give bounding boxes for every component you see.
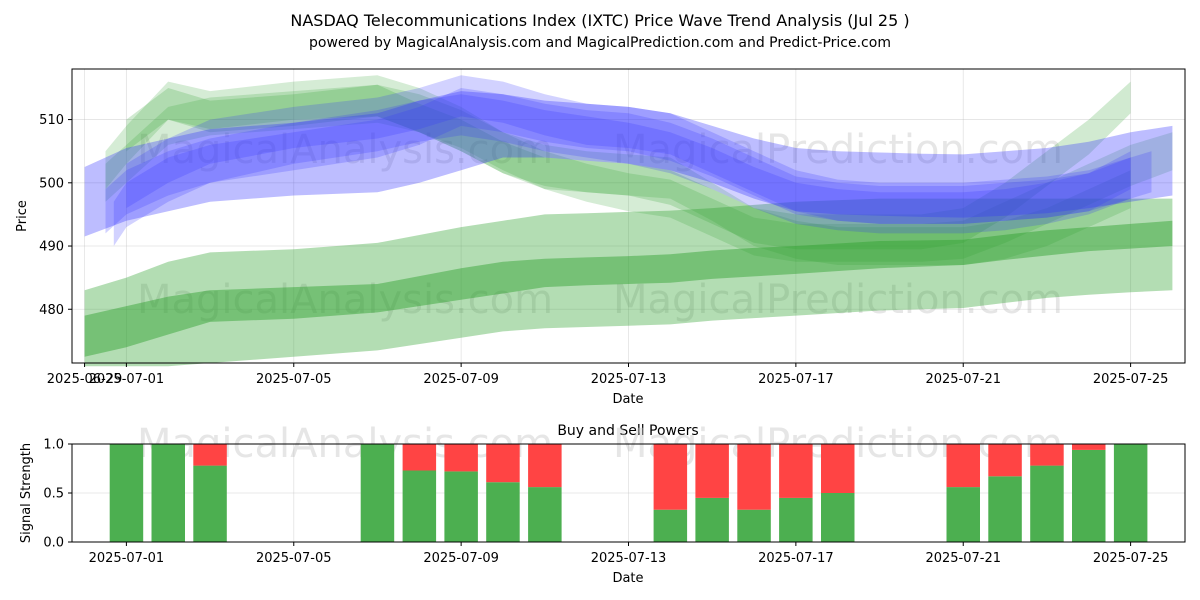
signal-y-axis: 0.0 0.5 1.0 [43,438,72,551]
sell-bar [653,444,688,510]
sell-bar [1030,444,1064,466]
signal-x-tick-label: 2025-07-17 [758,551,834,566]
signal-y-label: Signal Strength [19,443,34,543]
sell-bar [988,444,1022,477]
buy-bar [402,470,437,542]
signal-y-tick-label: 1.0 [43,438,64,453]
buy-bar [1113,444,1148,542]
buy-bar [988,476,1022,542]
sell-bar [1072,444,1106,450]
buy-bar [151,444,185,542]
sell-bar [444,444,478,472]
price-x-tick-label: 2025-07-13 [591,372,667,387]
signal-y-tick-label: 0.5 [43,487,64,502]
price-y-tick-label: 480 [39,303,64,318]
buy-bar [737,509,771,542]
price-x-tick-label: 2025-07-01 [89,372,165,387]
signal-x-tick-label: 2025-07-05 [256,551,332,566]
sell-bar [779,444,813,498]
price-x-tick-label: 2025-07-25 [1093,372,1169,387]
chart-subtitle: powered by MagicalAnalysis.com and Magic… [309,35,891,51]
buy-bar [653,509,688,542]
blue-wave-2 [126,75,1131,224]
signal-bars [109,444,1148,542]
blue-wave-1 [113,88,1131,246]
signal-x-tick-label: 2025-07-09 [423,551,499,566]
price-y-tick-label: 500 [39,176,64,191]
watermark: MagicalAnalysis.com [137,277,553,323]
price-gridlines [72,69,1185,363]
signal-panel: Buy and Sell Powers MagicalAnalysis.com … [19,421,1186,586]
signal-x-tick-label: 2025-07-01 [89,551,165,566]
sell-bar [946,444,980,488]
signal-x-tick-label: 2025-07-21 [925,551,1001,566]
buy-bar [695,497,729,542]
price-y-label: Price [15,200,30,232]
watermark: MagicalPrediction.com [613,277,1063,323]
buy-bar [1072,449,1106,542]
watermark: MagicalAnalysis.com [137,127,553,173]
price-x-tick-label: 2025-06-29 [47,372,123,387]
buy-bar [821,493,855,542]
buy-bar [1030,465,1064,542]
price-x-tick-label: 2025-07-17 [758,372,834,387]
sell-bar [695,444,729,498]
sell-bar [193,444,227,466]
buy-bar [193,465,227,542]
signal-x-tick-label: 2025-07-25 [1093,551,1169,566]
signal-title: Buy and Sell Powers [557,423,698,439]
sell-bar [821,444,855,493]
sell-bar [486,444,520,483]
buy-bar [946,487,980,542]
green-wave-1 [105,75,1131,265]
green-wave-3 [105,84,1173,262]
green-wave-2 [126,81,1131,250]
price-x-label: Date [612,392,643,407]
price-bands [84,75,1173,367]
buy-bar [528,487,562,542]
price-y-axis: 480 490 500 510 [39,113,72,318]
wide-green-channel [84,198,1173,367]
buy-bar [779,497,813,542]
sell-bar [528,444,562,488]
chart-title: NASDAQ Telecommunications Index (IXTC) P… [290,11,909,30]
price-x-tick-label: 2025-07-21 [925,372,1001,387]
signal-x-label: Date [612,571,643,586]
price-watermarks: MagicalAnalysis.com MagicalPrediction.co… [137,127,1063,323]
green-trend-band [84,220,1173,357]
blue-trend-channel [84,91,1173,237]
buy-bar [360,444,395,542]
buy-bar [486,482,520,542]
price-y-tick-label: 490 [39,240,64,255]
buy-bar [109,444,144,542]
signal-x-axis: 2025-07-01 2025-07-05 2025-07-09 2025-07-13… [89,542,1169,566]
blue-wave-3 [105,94,1152,234]
price-x-tick-label: 2025-07-05 [256,372,332,387]
price-x-tick-label: 2025-07-09 [423,372,499,387]
price-panel: MagicalAnalysis.com MagicalPrediction.co… [15,68,1186,407]
price-y-tick-label: 510 [39,113,64,128]
signal-x-tick-label: 2025-07-13 [591,551,667,566]
buy-bar [444,471,478,542]
sell-bar [737,444,771,510]
sell-bar [402,444,437,471]
watermark: MagicalPrediction.com [613,127,1063,173]
signal-y-tick-label: 0.0 [43,536,64,551]
